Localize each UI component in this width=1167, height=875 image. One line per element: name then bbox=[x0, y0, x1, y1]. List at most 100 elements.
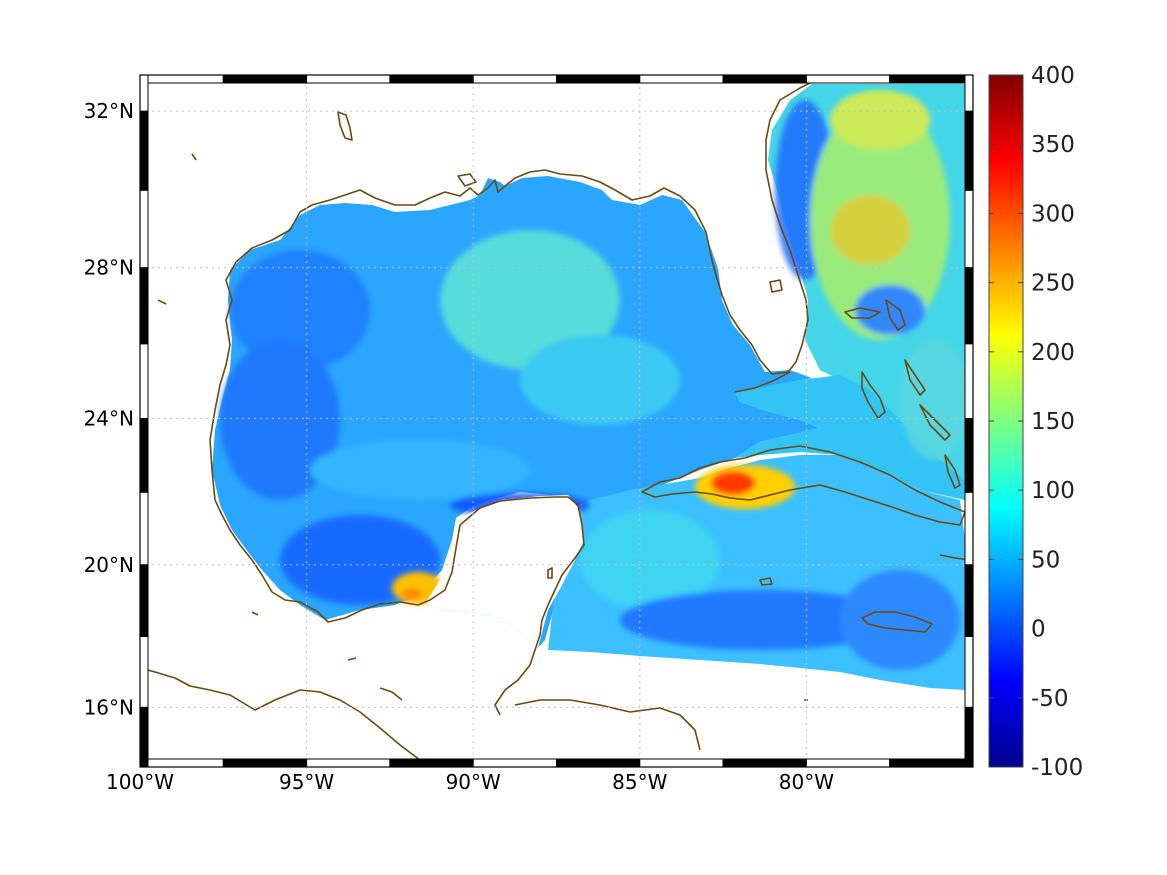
honduras-coast bbox=[514, 699, 701, 751]
frame-segment-top bbox=[139, 74, 224, 84]
frame-segment-bottom bbox=[889, 758, 974, 768]
field-patch bbox=[440, 230, 620, 370]
lon-tick-label: 90°W bbox=[446, 770, 501, 794]
colorbar-tick-label: 400 bbox=[1031, 63, 1075, 89]
lat-tick-label: 32°N bbox=[84, 99, 134, 123]
small-island-2 bbox=[347, 657, 357, 661]
field-patch bbox=[230, 250, 370, 370]
frame-segment-right bbox=[964, 74, 974, 112]
colorbar-tick-label: 100 bbox=[1031, 478, 1075, 504]
lat-tick-label: 16°N bbox=[84, 695, 134, 719]
frame-segment-top bbox=[389, 74, 474, 84]
lon-tick-label: 85°W bbox=[612, 770, 667, 794]
lon-tick-label: 100°W bbox=[106, 770, 174, 794]
frame-segment-left bbox=[139, 491, 149, 566]
frame-segment-top bbox=[889, 74, 974, 84]
frame-segment-right bbox=[964, 635, 974, 708]
heatmap-field bbox=[212, 84, 970, 690]
lake-okeechobee bbox=[769, 279, 783, 293]
bahamas-long-island bbox=[944, 454, 961, 489]
frame-outline bbox=[139, 74, 974, 768]
frame-segment-right bbox=[964, 343, 974, 420]
coastlines bbox=[140, 77, 971, 767]
cozumel bbox=[547, 567, 553, 579]
lon-tick-label: 95°W bbox=[279, 770, 334, 794]
small-island-1 bbox=[251, 611, 259, 616]
frame-segment-bottom bbox=[805, 758, 891, 768]
field-patch bbox=[620, 590, 900, 650]
bahamas-grand-bahama bbox=[844, 307, 881, 319]
colorbar-tick-label: 300 bbox=[1031, 201, 1075, 227]
field-patch bbox=[220, 340, 340, 500]
inland-lake-2 bbox=[157, 299, 167, 305]
bahamas-abaco bbox=[885, 299, 906, 331]
frame-segment-top bbox=[556, 74, 641, 84]
cuba-coastline bbox=[641, 445, 966, 526]
frame-segment-left bbox=[139, 418, 149, 493]
field-patch bbox=[900, 340, 970, 460]
frame-segment-bottom bbox=[306, 758, 391, 768]
frame-segment-top bbox=[306, 74, 391, 84]
bahamas-andros bbox=[861, 371, 886, 419]
frame-segment-top bbox=[722, 74, 807, 84]
frame-segment-left bbox=[139, 635, 149, 708]
frame-segment-bottom bbox=[222, 758, 308, 768]
inland-lake-3 bbox=[191, 153, 197, 161]
mexico-gulf-coast bbox=[214, 496, 585, 716]
lake-pontchartrain bbox=[457, 173, 477, 187]
frame-segment-right bbox=[964, 110, 974, 191]
terminos-hotspot-inner bbox=[402, 588, 422, 600]
colorbar-tick-label: -100 bbox=[1031, 755, 1083, 781]
frame-segment-left bbox=[139, 564, 149, 637]
florida-keys bbox=[734, 371, 791, 393]
frame-segment-bottom bbox=[556, 758, 641, 768]
frame-segment-right bbox=[964, 706, 974, 768]
frame-segment-bottom bbox=[139, 758, 224, 768]
frame-segment-left bbox=[139, 110, 149, 191]
small-island-3 bbox=[379, 687, 403, 701]
field-patch bbox=[310, 440, 530, 500]
bahamas-exuma bbox=[919, 404, 951, 441]
frame-segment-top bbox=[472, 74, 558, 84]
field-patch bbox=[520, 335, 680, 425]
colorbar bbox=[989, 75, 1023, 767]
longitude-axis: 100°W 95°W 90°W 85°W 80°W bbox=[106, 770, 834, 794]
gulf-coastline bbox=[209, 77, 821, 501]
frame-segment-left bbox=[139, 267, 149, 345]
lat-tick-label: 20°N bbox=[84, 553, 134, 577]
cuba-hotspot-inner bbox=[711, 471, 755, 495]
frame-segment-bottom bbox=[389, 758, 474, 768]
frame-segment-right bbox=[964, 564, 974, 637]
colorbar-tick-label: 50 bbox=[1031, 547, 1060, 573]
latitude-axis: 32°N 28°N 24°N 20°N 16°N bbox=[84, 99, 134, 719]
frame-segment-bottom bbox=[472, 758, 558, 768]
field-patch bbox=[840, 570, 960, 670]
field-patch bbox=[830, 195, 910, 265]
frame-segment-bottom bbox=[639, 758, 724, 768]
yucatan-no-data bbox=[426, 495, 584, 648]
frame-segment-top bbox=[639, 74, 724, 84]
frame-segment-top bbox=[805, 74, 891, 84]
frame-segment-right bbox=[964, 189, 974, 269]
map-frame bbox=[139, 74, 974, 768]
bahamas-eleuthera bbox=[904, 359, 926, 396]
frame-segment-right bbox=[964, 267, 974, 345]
field-patch bbox=[830, 90, 930, 150]
frame-segment-top bbox=[222, 74, 308, 84]
colorbar-tick-label: -50 bbox=[1031, 686, 1069, 712]
colorbar-ticks: 400 350 300 250 200 150 100 50 0 -50 -100 bbox=[989, 63, 1083, 781]
colorbar-tick-label: 0 bbox=[1031, 617, 1046, 643]
frame-segment-right bbox=[964, 491, 974, 566]
frame-segment-left bbox=[139, 706, 149, 768]
colorbar-tick-label: 250 bbox=[1031, 271, 1075, 297]
inland-lake-1 bbox=[337, 111, 353, 141]
frame-segment-left bbox=[139, 343, 149, 420]
straits-field bbox=[735, 375, 965, 500]
isla-juventud bbox=[759, 577, 773, 586]
field-patch bbox=[855, 285, 925, 335]
colorbar-tick-label: 150 bbox=[1031, 409, 1075, 435]
frame-segment-bottom bbox=[722, 758, 807, 768]
colorbar-tick-label: 200 bbox=[1031, 340, 1075, 366]
frame-segment-left bbox=[139, 189, 149, 269]
